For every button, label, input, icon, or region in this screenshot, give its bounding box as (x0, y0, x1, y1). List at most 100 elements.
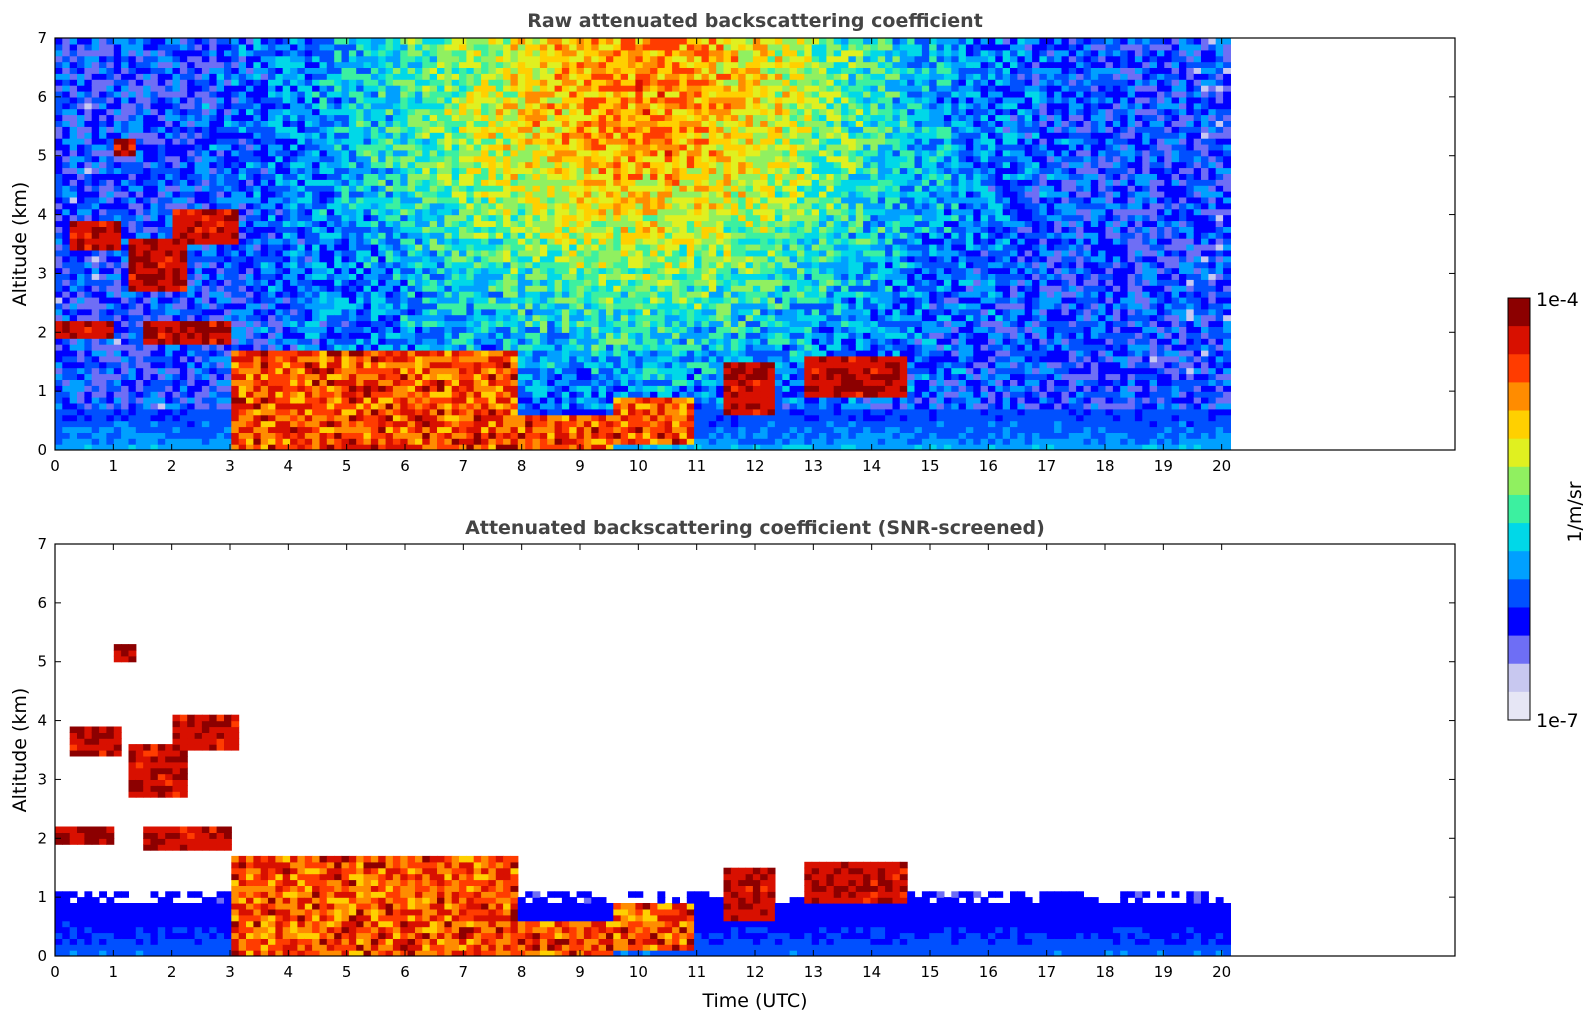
heatmap-cell (135, 114, 144, 121)
heatmap-cell (238, 214, 247, 222)
heatmap-cell (466, 244, 475, 251)
heatmap-cell (260, 285, 269, 292)
heatmap-cell (179, 43, 188, 51)
heatmap-cell (253, 79, 262, 86)
heatmap-cell (304, 191, 313, 198)
heatmap-cell (91, 173, 100, 180)
heatmap-cell (268, 267, 276, 274)
heatmap-cell (481, 420, 489, 428)
heatmap-cell (216, 291, 225, 298)
heatmap-cell (561, 179, 570, 186)
heatmap-cell (246, 161, 254, 169)
heatmap-cell (356, 149, 365, 157)
heatmap-cell (547, 143, 556, 151)
heatmap-cell (363, 261, 372, 269)
heatmap-cell (444, 426, 453, 433)
heatmap-cell (407, 73, 416, 80)
heatmap-cell (451, 355, 460, 363)
heatmap-cell (466, 79, 475, 86)
heatmap-cell (275, 426, 284, 433)
heatmap-cell (128, 361, 137, 369)
heatmap-cell (128, 214, 137, 222)
heatmap-cell (473, 38, 482, 45)
heatmap-cell (282, 367, 291, 375)
heatmap-cell (69, 191, 78, 198)
heatmap-cell (84, 73, 93, 80)
heatmap-cell (290, 314, 298, 322)
heatmap-cell (297, 208, 306, 216)
heatmap-cell (532, 49, 541, 57)
heatmap-cell (135, 102, 144, 110)
heatmap-cell (334, 226, 343, 233)
heatmap-cell (481, 143, 489, 151)
heatmap-cell (341, 408, 350, 416)
heatmap-cell (569, 302, 578, 310)
heatmap-cell (187, 444, 196, 450)
heatmap-cell (356, 285, 365, 292)
heatmap-cell (473, 244, 482, 251)
heatmap-cell (231, 67, 240, 74)
heatmap-cell (392, 302, 401, 310)
heatmap-cell (363, 155, 372, 163)
heatmap-cell (495, 420, 504, 428)
heatmap-cell (77, 291, 85, 298)
heatmap-cell (91, 332, 100, 339)
heatmap-cell (363, 402, 372, 410)
heatmap-cell (576, 344, 585, 351)
heatmap-cell (488, 179, 497, 186)
heatmap-cell (246, 96, 254, 104)
heatmap-cell (392, 249, 401, 257)
heatmap-cell (517, 214, 526, 222)
heatmap-cell (260, 261, 269, 269)
heatmap-cell (348, 338, 357, 345)
heatmap-cell (55, 402, 63, 410)
heatmap-cell (55, 355, 63, 363)
heatmap-cell (128, 232, 137, 239)
heatmap-cell (275, 179, 284, 186)
heatmap-cell (341, 249, 350, 257)
heatmap-cell (231, 185, 240, 192)
heatmap-cell (561, 108, 570, 116)
heatmap-cell (326, 444, 335, 450)
heatmap-cell (246, 149, 254, 157)
heatmap-cell (437, 444, 445, 450)
heatmap-cell (275, 102, 284, 110)
heatmap-cell (466, 232, 475, 239)
heatmap-cell (304, 432, 313, 439)
heatmap-cell (312, 273, 320, 280)
heatmap-cell (201, 355, 210, 363)
heatmap-cell (392, 355, 401, 363)
heatmap-cell (569, 385, 578, 392)
heatmap-cell (422, 279, 431, 286)
heatmap-cell (312, 149, 320, 157)
heatmap-cell (165, 255, 174, 263)
heatmap-cell (348, 291, 357, 298)
heatmap-cell (312, 73, 320, 80)
heatmap-cell (561, 414, 570, 422)
heatmap-cell (224, 255, 232, 263)
heatmap-cell (385, 397, 394, 404)
heatmap-cell (444, 220, 453, 227)
heatmap-cell (201, 402, 210, 410)
heatmap-cell (99, 91, 107, 98)
heatmap-cell (69, 79, 78, 86)
heatmap-cell (238, 414, 247, 422)
heatmap-cell (415, 155, 423, 163)
heatmap-cell (429, 332, 438, 339)
heatmap-cell (356, 426, 365, 433)
heatmap-cell (216, 332, 225, 339)
heatmap-cell (201, 173, 210, 180)
heatmap-cell (481, 302, 489, 310)
heatmap-cell (268, 114, 276, 121)
heatmap-cell (312, 167, 320, 174)
heatmap-cell (319, 185, 328, 192)
heatmap-cell (561, 67, 570, 74)
heatmap-cell (157, 108, 166, 116)
heatmap-cell (268, 285, 276, 292)
heatmap-cell (172, 355, 181, 363)
heatmap-cell (290, 361, 298, 369)
heatmap-cell (503, 55, 511, 63)
heatmap-cell (400, 179, 409, 186)
heatmap-cell (422, 373, 431, 380)
heatmap-cell (135, 61, 144, 68)
